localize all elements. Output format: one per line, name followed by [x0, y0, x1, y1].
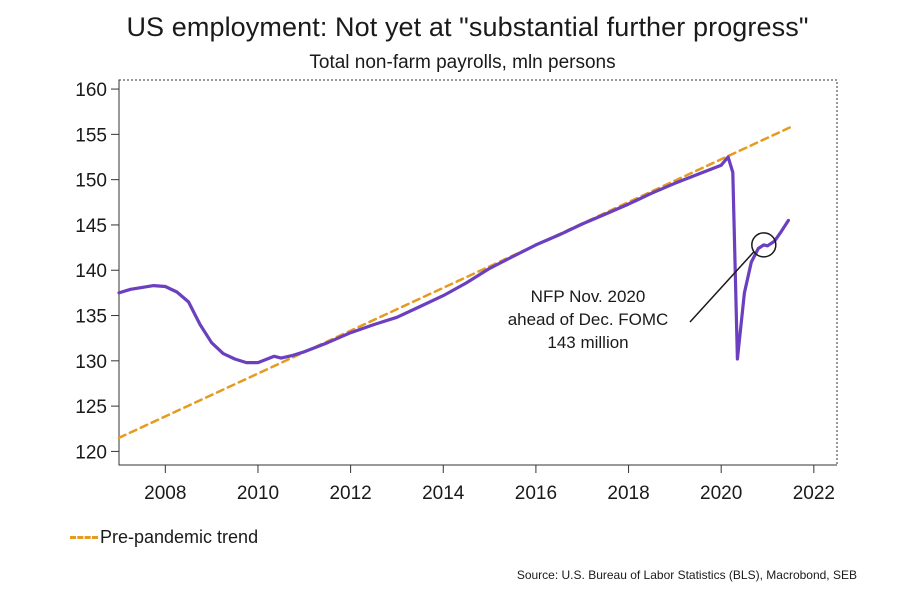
- annotation-text: 143 million: [547, 333, 628, 352]
- x-tick-label: 2020: [700, 483, 742, 504]
- x-tick-label: 2022: [793, 483, 835, 504]
- source-note: Source: U.S. Bureau of Labor Statistics …: [516, 568, 857, 582]
- x-tick-label: 2014: [422, 483, 465, 504]
- y-tick-label: 145: [75, 216, 107, 237]
- y-tick-label: 130: [75, 352, 107, 373]
- annotation-text: NFP Nov. 2020: [531, 287, 646, 306]
- series-layer: [117, 125, 792, 440]
- annotation-leader-line: [689, 251, 755, 323]
- legend-dash-swatch: [70, 536, 98, 539]
- legend-label-trend: Pre-pandemic trend: [100, 527, 259, 547]
- y-axis-ticks: 120 125 130 135 140 145 150 155 160: [75, 80, 119, 463]
- x-tick-label: 2010: [237, 483, 279, 504]
- y-tick-label: 155: [75, 125, 107, 146]
- trend-line: [117, 125, 792, 440]
- x-tick-label: 2008: [144, 483, 186, 504]
- annotation-layer: NFP Nov. 2020 ahead of Dec. FOMC 143 milli…: [508, 232, 777, 352]
- x-tick-label: 2012: [329, 483, 371, 504]
- y-tick-label: 125: [75, 397, 107, 418]
- chart-title: US employment: Not yet at "substantial f…: [126, 12, 809, 42]
- annotation-text: ahead of Dec. FOMC: [508, 310, 669, 329]
- y-tick-label: 160: [75, 80, 107, 101]
- annotation-circle: [751, 232, 777, 258]
- y-tick-label: 135: [75, 307, 107, 328]
- payrolls-line: [117, 155, 791, 365]
- x-tick-label: 2018: [607, 483, 649, 504]
- y-tick-label: 150: [75, 171, 107, 192]
- x-axis-ticks: 2008 2010 2012 2014 2016 2018 2020 2022: [144, 465, 835, 504]
- legend: Pre-pandemic trend: [70, 527, 258, 548]
- y-tick-label: 120: [75, 442, 107, 463]
- x-tick-label: 2016: [515, 483, 557, 504]
- chart-subtitle: Total non-farm payrolls, mln persons: [309, 52, 616, 73]
- y-tick-label: 140: [75, 261, 107, 282]
